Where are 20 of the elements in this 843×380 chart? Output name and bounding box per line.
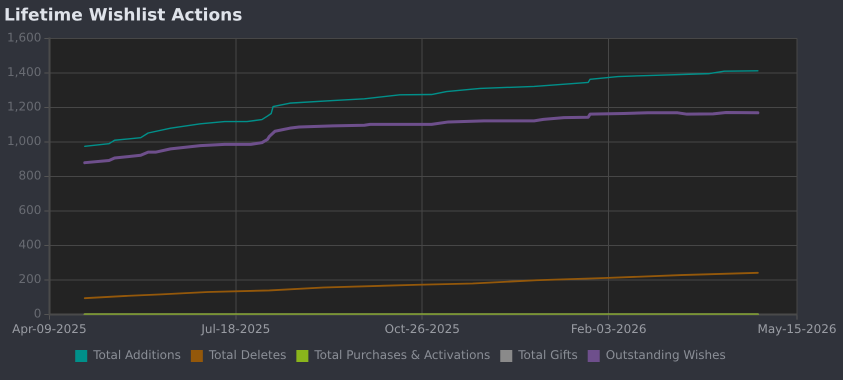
y-tick-label: 200 <box>18 272 42 286</box>
y-tick-label: 1,200 <box>6 100 42 114</box>
chart-title: Lifetime Wishlist Actions <box>4 6 242 26</box>
x-tick-label: Oct-26-2025 <box>384 322 460 336</box>
x-tick-label: May-15-2026 <box>757 322 837 336</box>
y-tick-label: 0 <box>34 306 42 321</box>
y-tick-label: 1,400 <box>6 65 42 80</box>
y-tick-label: 1,000 <box>6 134 42 148</box>
x-tick-label: Jul-18-2025 <box>200 322 270 336</box>
legend-label: Total Additions <box>92 348 181 362</box>
legend-label: Total Purchases & Activations <box>313 348 490 362</box>
x-tick-label: Feb-03-2026 <box>570 322 647 336</box>
y-tick-label: 400 <box>18 238 42 252</box>
legend-label: Total Deletes <box>208 348 286 362</box>
y-tick-label: 600 <box>18 203 42 218</box>
x-tick-label: Apr-09-2025 <box>12 322 87 336</box>
legend-label: Outstanding Wishes <box>606 348 726 362</box>
y-tick-label: 1,600 <box>6 30 42 45</box>
legend-label: Total Gifts <box>517 348 578 362</box>
y-tick-label: 800 <box>18 168 42 183</box>
